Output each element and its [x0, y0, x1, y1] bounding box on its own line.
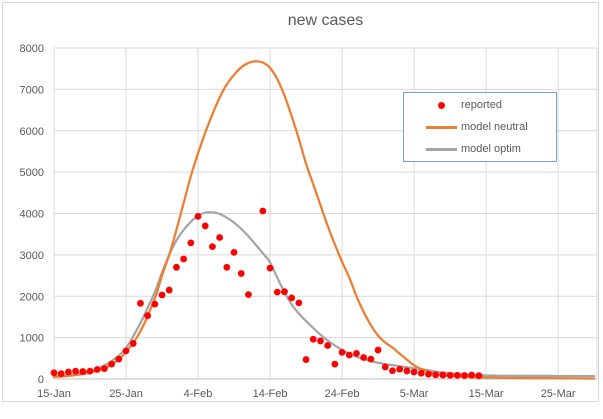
legend-marker-cell: [426, 125, 457, 129]
scatter-point: [417, 369, 425, 377]
scatter-point: [288, 294, 296, 302]
y-axis-tick-label: 2000: [20, 291, 44, 303]
scatter-point: [216, 234, 224, 241]
y-axis-tick-label: 5000: [20, 167, 44, 179]
scatter-point: [122, 347, 130, 355]
scatter-point: [360, 354, 368, 361]
scatter-point: [281, 288, 288, 296]
scatter-point: [439, 371, 447, 379]
scatter-point: [331, 360, 339, 368]
scatter-point: [187, 239, 195, 247]
scatter-dot-icon: [438, 101, 445, 109]
scatter-point: [72, 367, 80, 375]
legend-marker-cell: [426, 101, 457, 109]
legend-label-model-neutral: model neutral: [461, 121, 528, 133]
scatter-point: [396, 365, 404, 373]
legend-marker-cell: [426, 147, 457, 151]
scatter-point: [151, 300, 159, 308]
y-axis-tick-label: 3000: [20, 250, 44, 262]
chart-title: new cases: [287, 12, 364, 29]
x-axis-tick-label: 24-Feb: [325, 388, 360, 400]
scatter-point: [108, 360, 116, 368]
scatter-point: [317, 337, 324, 345]
scatter-point: [302, 356, 310, 363]
scatter-point: [237, 270, 245, 277]
scatter-point: [245, 291, 252, 298]
scatter-point: [137, 299, 144, 307]
scatter-point: [389, 367, 396, 375]
scatter-point: [309, 335, 317, 343]
chart-object-border: [2, 2, 599, 402]
scatter-point: [209, 243, 216, 251]
scatter-point: [50, 369, 58, 377]
legend-item-reported[interactable]: reported: [404, 95, 556, 115]
scatter-point: [115, 355, 123, 363]
scatter-point: [403, 367, 411, 375]
x-axis-tick-label: 25-Jan: [109, 388, 143, 400]
scatter-point: [86, 367, 94, 375]
y-axis-tick-label: 0: [38, 374, 44, 386]
scatter-point: [158, 291, 166, 299]
scatter-point: [79, 368, 87, 375]
line-swatch-icon: [426, 147, 457, 151]
scatter-point: [144, 312, 152, 320]
x-axis-tick-label: 5-Mar: [400, 388, 429, 400]
scatter-point: [266, 264, 274, 272]
scatter-point: [324, 342, 332, 349]
scatter-point: [180, 255, 188, 263]
scatter-point: [381, 363, 389, 371]
scatter-point: [374, 346, 382, 354]
x-axis-tick-label: 14-Feb: [253, 388, 288, 400]
series-line-model-optim: [52, 211, 596, 378]
scatter-point: [273, 288, 281, 296]
legend-item-model-optim[interactable]: model optim: [404, 139, 556, 159]
scatter-point: [230, 248, 238, 256]
scatter-point: [129, 340, 137, 347]
x-axis-tick-label: 15-Mar: [469, 388, 504, 400]
y-axis-tick-label: 7000: [20, 84, 44, 96]
scatter-point: [173, 263, 180, 271]
line-swatch-icon: [426, 125, 457, 129]
scatter-point: [57, 370, 65, 378]
scatter-point: [410, 368, 418, 376]
scatter-point: [475, 372, 483, 380]
scatter-point: [461, 372, 468, 379]
x-axis-tick-label: 25-Mar: [541, 388, 576, 400]
scatter-point: [223, 263, 231, 271]
scatter-point: [93, 366, 101, 373]
scatter-point: [345, 351, 353, 359]
legend-label-reported: reported: [461, 99, 502, 111]
scatter-point: [194, 212, 202, 220]
x-axis-tick-label: 4-Feb: [184, 388, 213, 400]
scatter-point: [259, 207, 267, 215]
legend-label-model-optim: model optim: [461, 143, 521, 155]
scatter-point: [295, 299, 303, 307]
scatter-point: [468, 371, 476, 379]
scatter-point: [338, 348, 346, 356]
x-axis-tick-label: 15-Jan: [37, 388, 71, 400]
scatter-point: [446, 371, 454, 379]
scatter-point: [201, 222, 209, 230]
chart-legend[interactable]: reported model neutral model optim: [403, 92, 557, 162]
scatter-point: [165, 286, 173, 294]
y-axis-tick-label: 4000: [20, 209, 44, 221]
scatter-point: [432, 371, 440, 379]
legend-item-model-neutral[interactable]: model neutral: [404, 117, 556, 137]
scatter-point: [65, 368, 72, 376]
scatter-point: [101, 365, 108, 373]
scatter-point: [425, 370, 432, 378]
scatter-point: [453, 371, 461, 379]
y-axis-tick-label: 8000: [20, 43, 44, 55]
y-axis-tick-label: 1000: [20, 333, 44, 345]
y-axis-tick-label: 6000: [20, 126, 44, 138]
scatter-point: [353, 349, 360, 357]
scatter-point: [367, 355, 375, 363]
